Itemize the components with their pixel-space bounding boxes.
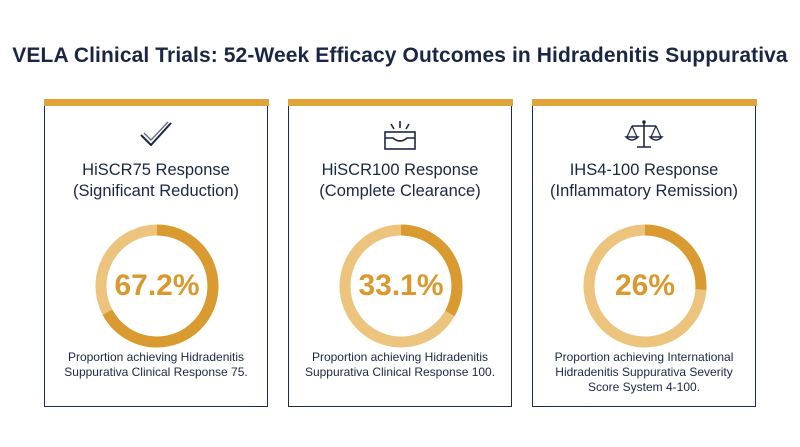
percentage-value: 26% (614, 269, 676, 302)
progress-ring-graphic (339, 224, 463, 348)
outcome-card-hiscr75: HiSCR75 Response (Significant Reduction)… (43, 99, 269, 407)
progress-ring: 26% (583, 224, 707, 348)
progress-ring-graphic (95, 224, 219, 348)
card-heading-line1: HiSCR100 Response (321, 161, 479, 179)
card-description: Proportion achieving Hidradenitis Suppur… (297, 350, 503, 380)
desc-line1: Proportion achieving International (554, 350, 734, 364)
skin-clearance-icon (289, 118, 511, 152)
desc-line2: Suppurativa Clinical Response 100. (304, 365, 496, 379)
card-heading-line1: IHS4-100 Response (569, 161, 719, 179)
ring-fill (95, 224, 219, 348)
card-accent-bar (287, 99, 513, 106)
card-heading: HiSCR75 Response (Significant Reduction) (45, 160, 267, 202)
progress-ring-graphic (583, 224, 707, 348)
card-description: Proportion achieving International Hidra… (541, 350, 747, 395)
card-heading-line1: HiSCR75 Response (82, 161, 230, 179)
balance-scale-icon (533, 118, 755, 152)
desc-line1: Proportion achieving Hidradenitis (311, 350, 489, 364)
card-accent-bar (43, 99, 269, 106)
card-heading: HiSCR100 Response (Complete Clearance) (289, 160, 511, 202)
desc-line2: Hidradenitis Suppurativa Severity (555, 365, 733, 379)
card-description: Proportion achieving Hidradenitis Suppur… (53, 350, 259, 380)
outcome-card-ihs4-100: IHS4-100 Response (Inflammatory Remissio… (531, 99, 757, 407)
ring-fill (583, 224, 707, 348)
card-heading: IHS4-100 Response (Inflammatory Remissio… (533, 160, 755, 202)
desc-line1: Proportion achieving Hidradenitis (67, 350, 245, 364)
progress-ring: 67.2% (95, 224, 219, 348)
checkmark-icon (45, 118, 267, 152)
desc-line2: Suppurativa Clinical Response 75. (64, 365, 248, 379)
ring-fill (339, 224, 463, 348)
page-title: VELA Clinical Trials: 52-Week Efficacy O… (12, 44, 788, 67)
card-accent-bar (531, 99, 757, 106)
percentage-value: 33.1% (358, 269, 444, 302)
card-heading-line2: (Complete Clearance) (319, 182, 481, 200)
card-heading-line2: (Significant Reduction) (73, 182, 239, 200)
percentage-value: 67.2% (114, 269, 200, 302)
progress-ring: 33.1% (339, 224, 463, 348)
card-heading-line2: (Inflammatory Remission) (550, 182, 738, 200)
outcome-card-hiscr100: HiSCR100 Response (Complete Clearance) 3… (287, 99, 513, 407)
desc-line3: Score System 4-100. (587, 380, 701, 394)
